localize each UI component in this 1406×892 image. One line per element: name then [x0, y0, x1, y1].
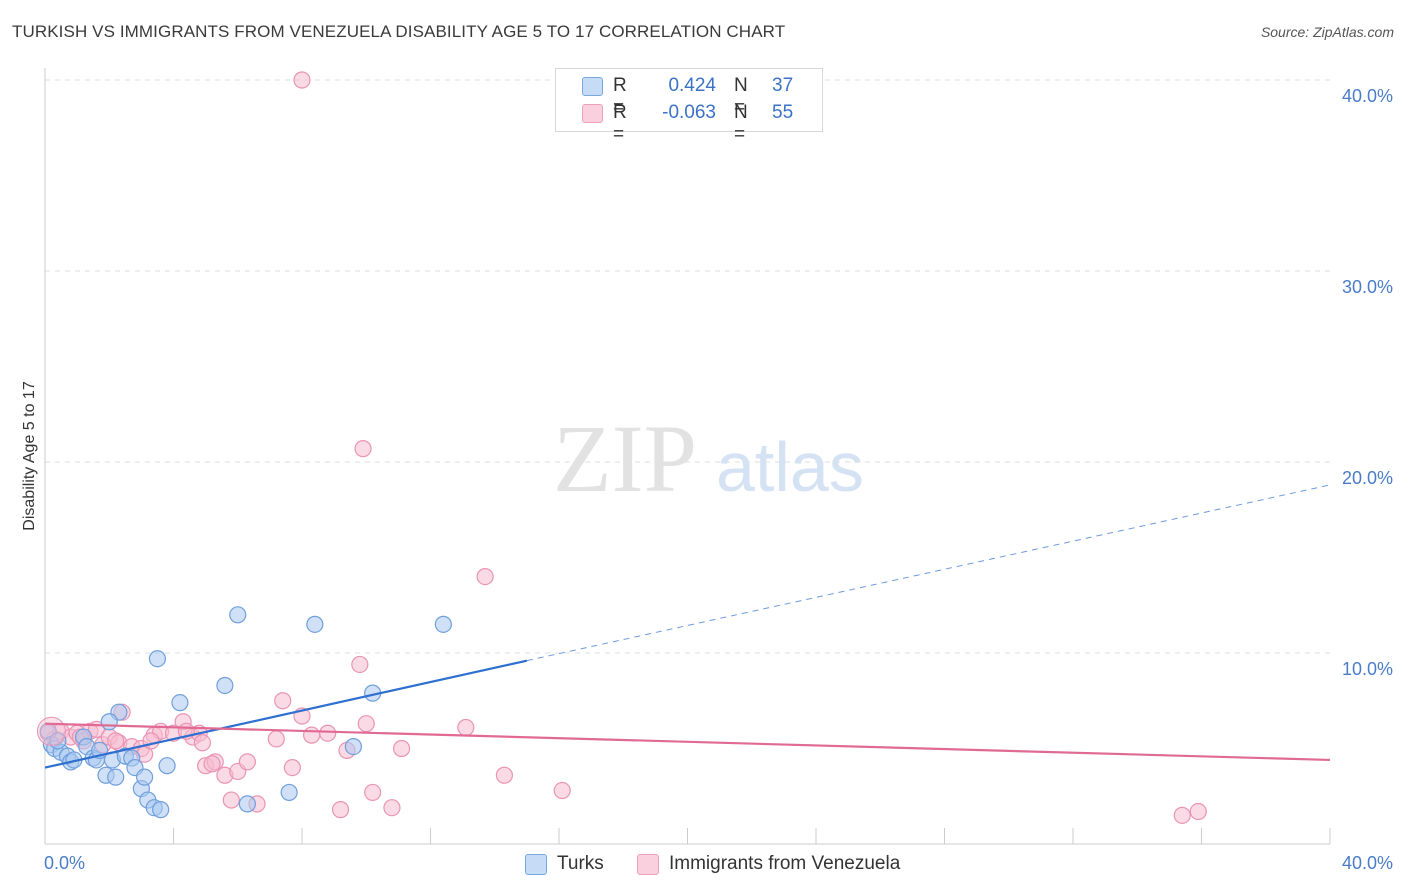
legend-r-label: R = — [613, 75, 627, 118]
venezuela-point — [331, 801, 350, 819]
turks-point — [100, 713, 118, 731]
turks-point — [135, 768, 154, 786]
venezuela-point — [283, 758, 301, 777]
legend-swatch-turks — [582, 77, 603, 96]
y-tick-label: 30.0% — [1342, 277, 1393, 297]
venezuela-trendline — [44, 722, 1331, 762]
venezuela-point — [476, 567, 494, 586]
chart-source: Source: ZipAtlas.com — [1260, 24, 1394, 40]
chart-title: TURKISH VS IMMIGRANTS FROM VENEZUELA DIS… — [12, 22, 786, 41]
venezuela-point — [193, 734, 212, 752]
venezuela-point — [107, 732, 125, 750]
venezuela-point — [274, 692, 292, 710]
venezuela-point — [354, 440, 372, 458]
watermark-atlas: atlas — [716, 428, 864, 506]
venezuela-point — [383, 799, 401, 817]
y-tick-label: 40.0% — [1342, 86, 1393, 106]
venezuela-point — [303, 726, 321, 744]
turks-point — [171, 694, 189, 712]
venezuela-point — [364, 783, 382, 802]
watermark: ZIP atlas — [553, 405, 864, 512]
venezuela-point — [1173, 806, 1191, 824]
turks-trendline-extension — [526, 484, 1331, 662]
venezuela-point — [1189, 802, 1207, 821]
series-swatch-venezuela — [637, 854, 659, 875]
venezuela-point — [319, 724, 337, 742]
axis-layer: 10.0% 20.0% 30.0% 40.0% 0.0% 40.0% — [44, 68, 1393, 873]
series-label-venezuela: Immigrants from Venezuela — [669, 853, 901, 874]
venezuela-point — [351, 655, 369, 674]
legend-r-value-venezuela: -0.063 — [662, 102, 716, 123]
turks-point — [158, 757, 176, 775]
turks-point — [306, 615, 324, 633]
turks-point — [434, 615, 452, 633]
venezuela-point — [238, 753, 256, 771]
turks-point — [152, 801, 170, 819]
watermark-zip: ZIP — [553, 405, 697, 512]
venezuela-point — [457, 718, 475, 737]
turks-point — [229, 606, 247, 624]
turks-point — [280, 783, 298, 802]
turks-point — [238, 795, 256, 813]
y-tick-label: 20.0% — [1342, 468, 1393, 488]
turks-point — [148, 650, 167, 668]
grid-layer — [45, 79, 1330, 654]
stats-legend: R = 0.424 N = 37 R = -0.063 N = 55 — [555, 68, 823, 145]
x-tick-label: 40.0% — [1342, 853, 1393, 873]
legend-n-label: N = — [734, 102, 748, 145]
turks-point — [344, 737, 362, 756]
venezuela-point-cluster — [36, 716, 66, 746]
venezuela-point — [267, 730, 285, 748]
x-tick-label: 0.0% — [44, 853, 85, 873]
y-tick-label: 10.0% — [1342, 659, 1393, 679]
venezuela-point — [495, 766, 513, 784]
venezuela-point — [142, 732, 160, 750]
turks-trendline — [44, 659, 528, 769]
y-axis-label: Disability Age 5 to 17 — [21, 381, 38, 531]
venezuela-point — [203, 755, 221, 773]
legend-r-label: R = — [613, 102, 627, 145]
venezuela-point — [293, 71, 311, 89]
turks-point — [216, 676, 234, 695]
legend-n-label: N = — [734, 75, 748, 118]
venezuela-point — [553, 781, 571, 800]
venezuela-point — [222, 791, 240, 809]
trend-layer — [44, 484, 1331, 769]
series-swatch-turks — [525, 854, 547, 875]
series-legend: Turks Immigrants from Venezuela — [0, 852, 1406, 878]
turks-point — [107, 768, 125, 786]
legend-n-value-venezuela: 55 — [772, 102, 794, 123]
legend-swatch-venezuela — [582, 104, 603, 123]
legend-r-value-turks: 0.424 — [668, 75, 716, 96]
venezuela-point — [357, 715, 375, 733]
series-label-turks: Turks — [557, 853, 604, 874]
legend-n-value-turks: 37 — [772, 75, 794, 96]
venezuela-point — [392, 739, 411, 758]
